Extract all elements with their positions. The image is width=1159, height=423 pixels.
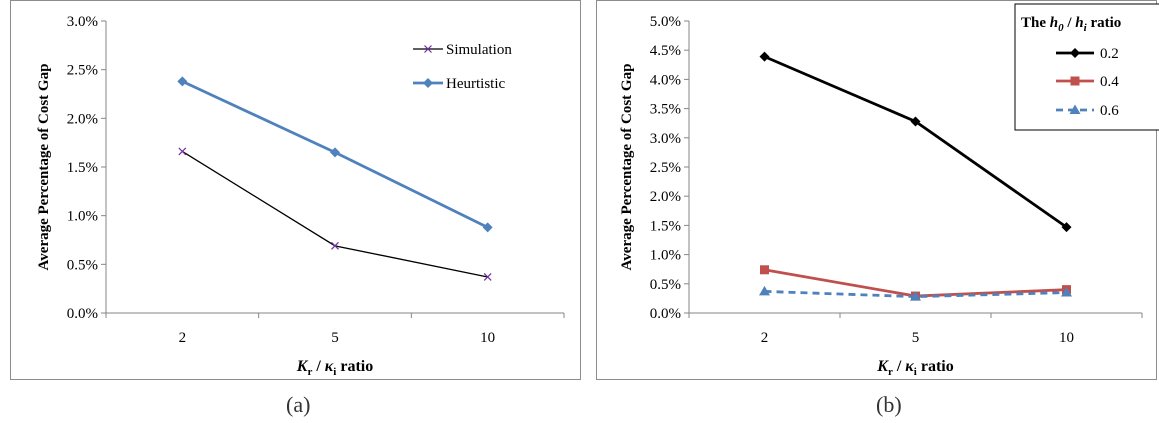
y-tick-label: 5.0% [650,14,681,30]
chart-a-svg: 0.0% 0.5% 1.0% 1.5% 2.0% 2.5% 3.0% 2 5 10 Average … [36,14,565,378]
data-point [482,222,493,233]
y-tick-label: 1.0% [650,248,681,264]
caption-b: (b) [876,392,902,417]
y-tick-label: 2.5% [67,63,98,79]
data-point [330,147,340,158]
marker-x-stroke [483,273,492,281]
x-tick-label: 5 [912,330,920,346]
series-simulation [178,147,492,281]
legend-label: 0.4 [1100,74,1119,90]
legend-marker [1070,76,1080,86]
marker-x-stroke [424,45,432,53]
x-tick-label: 10 [480,330,495,346]
y-tick-label: 0.0% [67,306,98,322]
data-point [1061,287,1072,297]
x-tick-label: 5 [331,330,339,346]
y-tick-label: 4.5% [650,43,681,59]
y-tick-label: 0.5% [67,257,98,273]
y-tick-label: 2.0% [67,111,98,127]
legend-marker [1070,48,1080,58]
caption-a: (a) [286,392,311,417]
y-tick-label: 3.5% [650,102,681,118]
y-tick-label: 3.0% [650,131,681,147]
data-point [760,265,769,275]
legend-title: The h0 / hi ratio [1021,15,1121,34]
data-point [910,291,921,301]
legend-marker [424,45,432,53]
y-tick-label: 0.5% [650,277,681,293]
data-point [1061,222,1072,233]
data-point [910,116,921,127]
legend-label: Simulation [446,42,512,58]
y-tick-label: 1.5% [67,160,98,176]
y-tick-label: 2.5% [650,160,681,176]
data-point [178,147,187,156]
data-point [759,51,770,62]
x-tick-label: 10 [1059,330,1074,346]
legend-label: 0.6 [1100,103,1119,119]
series-line [181,150,488,278]
y-tick-label: 4.0% [650,72,681,88]
y-axis-label: Average Percentage of Cost Gap [36,64,52,271]
y-tick-label: 1.5% [650,218,681,234]
x-tick-label: 2 [761,330,769,346]
data-point [759,285,770,296]
x-tick-label: 2 [179,330,187,346]
chart-panel-b: 0.0% 0.5% 1.0% 1.5% 2.0% 2.5% 3.0% 3.5% 4.0% 4.5%… [596,0,1159,380]
legend-marker [1069,104,1081,114]
legend: The h0 / hi ratio 0.2 0.4 0.6 [1014,3,1159,131]
series-0-6 [759,285,1072,301]
data-point [331,241,339,250]
marker-x-stroke [331,241,339,250]
y-tick-label: 2.0% [650,189,681,205]
legend-label: Heurtistic [446,76,505,92]
legend-marker [423,78,433,88]
series-line [764,289,1067,299]
y-tick-label: 1.0% [67,209,98,225]
legend-label: 0.2 [1100,46,1119,62]
series-heurtistic [177,76,493,233]
legend: Simulation Heurtistic [413,42,512,92]
x-axis-label: Kr / κi ratio [296,358,373,378]
y-axis-label: Average Percentage of Cost Gap [619,64,635,271]
data-point [483,273,492,281]
data-point [177,76,188,87]
x-axis-label: Kr / κi ratio [876,358,953,378]
marker-x-stroke [178,147,187,156]
series-0-2 [759,51,1072,233]
chart-panel-a: 0.0% 0.5% 1.0% 1.5% 2.0% 2.5% 3.0% 2 5 10 Average … [10,0,581,380]
y-tick-label: 3.0% [67,14,98,30]
y-tick-label: 0.0% [650,306,681,322]
chart-b-svg: 0.0% 0.5% 1.0% 1.5% 2.0% 2.5% 3.0% 3.5% 4.0% 4.5%… [619,3,1159,378]
